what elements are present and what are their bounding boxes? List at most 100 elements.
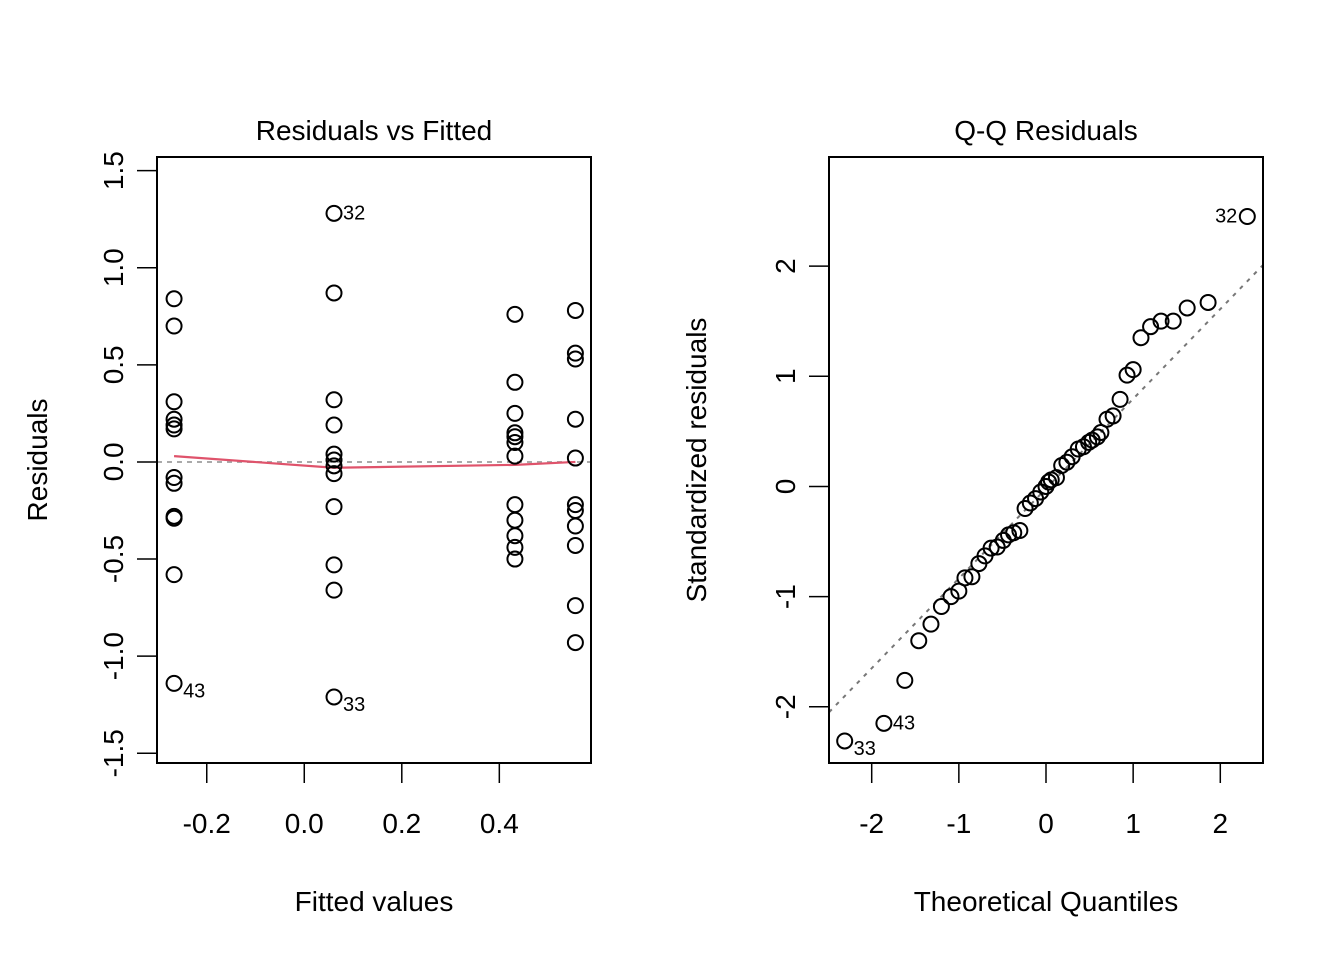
data-point <box>1104 407 1122 425</box>
data-point <box>325 391 343 409</box>
data-point <box>896 671 914 689</box>
data-point <box>1080 433 1098 451</box>
panel1-plot-frame <box>156 156 592 764</box>
data-point <box>1152 312 1170 330</box>
data-point <box>506 496 524 514</box>
y-tick-label: 0.5 <box>98 345 129 384</box>
data-point <box>1111 390 1129 408</box>
data-point <box>506 434 524 452</box>
x-tick-label: 2 <box>1213 808 1229 839</box>
lowess-smoother-line <box>173 455 576 469</box>
x-tick-label: 0 <box>1038 808 1054 839</box>
data-point <box>932 598 950 616</box>
data-point <box>1238 207 1256 225</box>
data-point <box>1011 522 1029 540</box>
data-point <box>165 317 183 335</box>
data-point <box>325 451 343 469</box>
panel1-title: Residuals vs Fitted <box>256 115 493 146</box>
data-point <box>566 301 584 319</box>
data-point <box>910 632 928 650</box>
data-point <box>325 581 343 599</box>
data-point <box>165 420 183 438</box>
data-point <box>1088 428 1106 446</box>
panel2-ylabel: Standardized residuals <box>681 318 712 603</box>
data-point <box>922 615 940 633</box>
y-tick-label: 1 <box>770 368 801 384</box>
data-point <box>165 474 183 492</box>
data-point <box>165 566 183 584</box>
y-tick-label: 1.0 <box>98 248 129 287</box>
data-point <box>506 550 524 568</box>
data-point <box>506 538 524 556</box>
data-point <box>325 204 343 222</box>
point-label: 32 <box>1215 205 1237 227</box>
y-tick-label: -1.5 <box>98 729 129 777</box>
data-point <box>1199 293 1217 311</box>
data-point <box>325 688 343 706</box>
panel2-xlabel: Theoretical Quantiles <box>914 886 1179 917</box>
data-point <box>566 517 584 535</box>
data-point <box>566 449 584 467</box>
data-point <box>1118 366 1136 384</box>
data-point <box>165 468 183 486</box>
data-point <box>165 410 183 428</box>
x-tick-label: 0.4 <box>480 808 519 839</box>
data-point <box>566 410 584 428</box>
data-point <box>1164 312 1182 330</box>
point-label: 33 <box>854 738 876 760</box>
y-tick-label: 2 <box>770 258 801 274</box>
data-point <box>836 732 854 750</box>
y-tick-label: -2 <box>770 694 801 719</box>
panel1-ylabel: Residuals <box>22 399 53 522</box>
data-point <box>325 498 343 516</box>
x-tick-label: -0.2 <box>183 808 231 839</box>
data-point <box>325 445 343 463</box>
data-point <box>165 290 183 308</box>
y-tick-label: -1 <box>770 584 801 609</box>
point-label: 43 <box>183 680 205 702</box>
y-tick-label: -0.5 <box>98 535 129 583</box>
data-point <box>325 457 343 475</box>
x-tick-label: 0.2 <box>382 808 421 839</box>
qq-residuals-panel: Q-Q Residuals Theoretical Quantiles Stan… <box>681 115 1264 917</box>
x-tick-label: -2 <box>859 808 884 839</box>
data-point <box>566 350 584 368</box>
data-point <box>1178 299 1196 317</box>
data-point <box>566 597 584 615</box>
y-tick-label: -1.0 <box>98 632 129 680</box>
data-point <box>165 393 183 411</box>
data-point <box>1053 457 1071 475</box>
data-point <box>566 536 584 554</box>
data-point <box>325 416 343 434</box>
y-tick-label: 0 <box>770 479 801 495</box>
data-point <box>325 284 343 302</box>
data-point <box>1021 494 1039 512</box>
data-point <box>1142 318 1160 336</box>
data-point <box>165 509 183 527</box>
panel1-xlabel: Fitted values <box>295 886 454 917</box>
data-point <box>1132 329 1150 347</box>
point-label: 32 <box>343 202 365 224</box>
panel2-plot-frame <box>828 156 1264 764</box>
x-tick-label: 1 <box>1125 808 1141 839</box>
data-point <box>566 344 584 362</box>
point-label: 43 <box>893 712 915 734</box>
data-point <box>963 568 981 586</box>
data-point <box>506 373 524 391</box>
data-point <box>506 527 524 545</box>
data-point <box>1058 453 1076 471</box>
data-point <box>875 714 893 732</box>
residuals-vs-fitted-panel: Residuals vs Fitted Fitted values Residu… <box>22 115 592 917</box>
data-point <box>506 428 524 446</box>
data-point <box>1124 361 1142 379</box>
point-label: 33 <box>343 694 365 716</box>
data-point <box>956 569 974 587</box>
data-point <box>1016 499 1034 517</box>
data-point <box>165 674 183 692</box>
data-point <box>982 539 1000 557</box>
data-point <box>506 305 524 323</box>
data-point <box>506 511 524 529</box>
data-point <box>506 447 524 465</box>
data-point <box>566 634 584 652</box>
